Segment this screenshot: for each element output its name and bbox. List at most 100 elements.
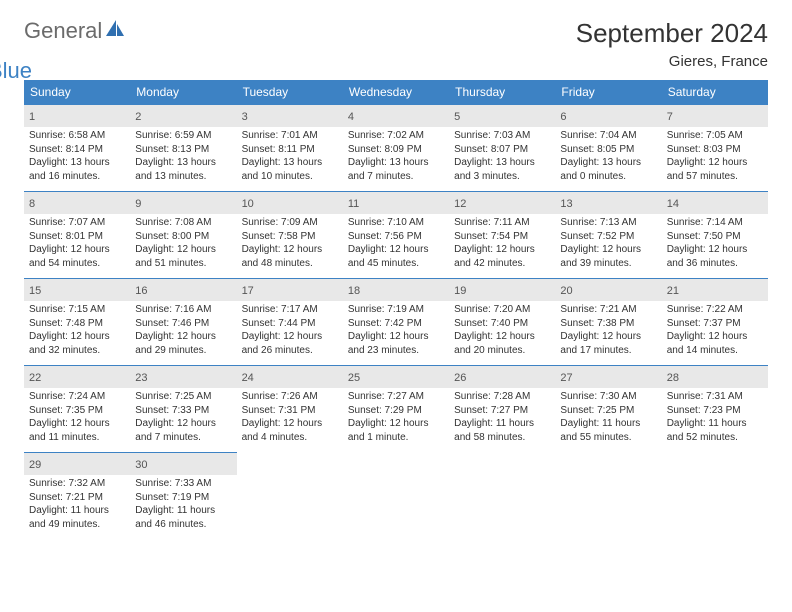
day-number-row: 19 bbox=[449, 279, 555, 301]
day-info: Sunrise: 7:26 AMSunset: 7:31 PMDaylight:… bbox=[242, 390, 338, 444]
daylight-line: Daylight: 13 hours and 13 minutes. bbox=[135, 156, 231, 183]
day-info: Sunrise: 7:10 AMSunset: 7:56 PMDaylight:… bbox=[348, 216, 444, 270]
sunset-line: Sunset: 7:44 PM bbox=[242, 317, 338, 331]
calendar-cell: 7Sunrise: 7:05 AMSunset: 8:03 PMDaylight… bbox=[662, 104, 768, 191]
day-number-row: 22 bbox=[24, 366, 130, 388]
daylight-line: Daylight: 12 hours and 32 minutes. bbox=[29, 330, 125, 357]
sunset-line: Sunset: 7:42 PM bbox=[348, 317, 444, 331]
day-number-row: 11 bbox=[343, 192, 449, 214]
daylight-line: Daylight: 13 hours and 7 minutes. bbox=[348, 156, 444, 183]
day-number-row: 28 bbox=[662, 366, 768, 388]
daylight-line: Daylight: 12 hours and 23 minutes. bbox=[348, 330, 444, 357]
calendar-cell: 16Sunrise: 7:16 AMSunset: 7:46 PMDayligh… bbox=[130, 278, 236, 365]
sunrise-line: Sunrise: 7:33 AM bbox=[135, 477, 231, 491]
calendar-cell: 8Sunrise: 7:07 AMSunset: 8:01 PMDaylight… bbox=[24, 191, 130, 278]
day-number-row: 3 bbox=[237, 105, 343, 127]
weekday-monday: Monday bbox=[130, 80, 236, 104]
sunrise-line: Sunrise: 7:31 AM bbox=[667, 390, 763, 404]
daylight-line: Daylight: 11 hours and 49 minutes. bbox=[29, 504, 125, 531]
sunrise-line: Sunrise: 7:25 AM bbox=[135, 390, 231, 404]
day-number-row: 25 bbox=[343, 366, 449, 388]
day-number-row: 23 bbox=[130, 366, 236, 388]
title-block: September 2024 Gieres, France bbox=[576, 18, 768, 70]
sunset-line: Sunset: 7:52 PM bbox=[560, 230, 656, 244]
day-number-row: 18 bbox=[343, 279, 449, 301]
day-number: 12 bbox=[454, 198, 466, 210]
sunrise-line: Sunrise: 7:07 AM bbox=[29, 216, 125, 230]
sunset-line: Sunset: 7:48 PM bbox=[29, 317, 125, 331]
calendar-page: General Blue September 2024 Gieres, Fran… bbox=[0, 0, 792, 557]
sunset-line: Sunset: 7:21 PM bbox=[29, 491, 125, 505]
daylight-line: Daylight: 12 hours and 20 minutes. bbox=[454, 330, 550, 357]
day-number-row: 13 bbox=[555, 192, 661, 214]
daylight-line: Daylight: 11 hours and 46 minutes. bbox=[135, 504, 231, 531]
weekday-tuesday: Tuesday bbox=[237, 80, 343, 104]
day-info: Sunrise: 7:24 AMSunset: 7:35 PMDaylight:… bbox=[29, 390, 125, 444]
sunrise-line: Sunrise: 7:11 AM bbox=[454, 216, 550, 230]
day-number: 30 bbox=[135, 459, 147, 471]
calendar-cell: 13Sunrise: 7:13 AMSunset: 7:52 PMDayligh… bbox=[555, 191, 661, 278]
sunset-line: Sunset: 7:19 PM bbox=[135, 491, 231, 505]
day-info: Sunrise: 7:08 AMSunset: 8:00 PMDaylight:… bbox=[135, 216, 231, 270]
day-number: 3 bbox=[242, 111, 248, 123]
daylight-line: Daylight: 12 hours and 17 minutes. bbox=[560, 330, 656, 357]
day-info: Sunrise: 7:16 AMSunset: 7:46 PMDaylight:… bbox=[135, 303, 231, 357]
day-number-row: 30 bbox=[130, 453, 236, 475]
day-info: Sunrise: 7:20 AMSunset: 7:40 PMDaylight:… bbox=[454, 303, 550, 357]
calendar-cell: 25Sunrise: 7:27 AMSunset: 7:29 PMDayligh… bbox=[343, 365, 449, 452]
daylight-line: Daylight: 13 hours and 16 minutes. bbox=[29, 156, 125, 183]
day-number-row: 9 bbox=[130, 192, 236, 214]
daylight-line: Daylight: 13 hours and 0 minutes. bbox=[560, 156, 656, 183]
day-info: Sunrise: 7:02 AMSunset: 8:09 PMDaylight:… bbox=[348, 129, 444, 183]
sunrise-line: Sunrise: 6:58 AM bbox=[29, 129, 125, 143]
calendar-cell: 10Sunrise: 7:09 AMSunset: 7:58 PMDayligh… bbox=[237, 191, 343, 278]
day-info: Sunrise: 7:28 AMSunset: 7:27 PMDaylight:… bbox=[454, 390, 550, 444]
day-number: 28 bbox=[667, 372, 679, 384]
day-number-row: 29 bbox=[24, 453, 130, 475]
location: Gieres, France bbox=[576, 53, 768, 70]
sunset-line: Sunset: 8:01 PM bbox=[29, 230, 125, 244]
logo-text-general: General bbox=[24, 18, 102, 44]
sunrise-line: Sunrise: 7:04 AM bbox=[560, 129, 656, 143]
day-number-row: 6 bbox=[555, 105, 661, 127]
sunset-line: Sunset: 7:27 PM bbox=[454, 404, 550, 418]
daylight-line: Daylight: 12 hours and 42 minutes. bbox=[454, 243, 550, 270]
day-number: 26 bbox=[454, 372, 466, 384]
calendar-cell: 9Sunrise: 7:08 AMSunset: 8:00 PMDaylight… bbox=[130, 191, 236, 278]
day-number-row: 7 bbox=[662, 105, 768, 127]
sunset-line: Sunset: 7:40 PM bbox=[454, 317, 550, 331]
day-number-row: 16 bbox=[130, 279, 236, 301]
calendar-cell: 14Sunrise: 7:14 AMSunset: 7:50 PMDayligh… bbox=[662, 191, 768, 278]
daylight-line: Daylight: 13 hours and 10 minutes. bbox=[242, 156, 338, 183]
weekday-saturday: Saturday bbox=[662, 80, 768, 104]
sunrise-line: Sunrise: 7:15 AM bbox=[29, 303, 125, 317]
sunrise-line: Sunrise: 7:01 AM bbox=[242, 129, 338, 143]
day-number-row: 26 bbox=[449, 366, 555, 388]
day-number: 8 bbox=[29, 198, 35, 210]
month-title: September 2024 bbox=[576, 18, 768, 49]
calendar-cell: 27Sunrise: 7:30 AMSunset: 7:25 PMDayligh… bbox=[555, 365, 661, 452]
day-number-row: 12 bbox=[449, 192, 555, 214]
sunset-line: Sunset: 8:07 PM bbox=[454, 143, 550, 157]
day-number-row: 14 bbox=[662, 192, 768, 214]
sunrise-line: Sunrise: 7:22 AM bbox=[667, 303, 763, 317]
sunset-line: Sunset: 8:05 PM bbox=[560, 143, 656, 157]
sunrise-line: Sunrise: 7:26 AM bbox=[242, 390, 338, 404]
calendar-cell: 17Sunrise: 7:17 AMSunset: 7:44 PMDayligh… bbox=[237, 278, 343, 365]
calendar-cell: 19Sunrise: 7:20 AMSunset: 7:40 PMDayligh… bbox=[449, 278, 555, 365]
sunrise-line: Sunrise: 7:17 AM bbox=[242, 303, 338, 317]
weekday-wednesday: Wednesday bbox=[343, 80, 449, 104]
daylight-line: Daylight: 12 hours and 14 minutes. bbox=[667, 330, 763, 357]
sunset-line: Sunset: 8:11 PM bbox=[242, 143, 338, 157]
sunset-line: Sunset: 7:58 PM bbox=[242, 230, 338, 244]
sunset-line: Sunset: 7:31 PM bbox=[242, 404, 338, 418]
calendar-cell: 30 Sunrise: 7:33 AMSunset: 7:19 PMDayligh… bbox=[130, 452, 236, 539]
day-info: Sunrise: 7:19 AMSunset: 7:42 PMDaylight:… bbox=[348, 303, 444, 357]
calendar-cell: 20Sunrise: 7:21 AMSunset: 7:38 PMDayligh… bbox=[555, 278, 661, 365]
daylight-line: Daylight: 12 hours and 4 minutes. bbox=[242, 417, 338, 444]
sunrise-line: Sunrise: 7:19 AM bbox=[348, 303, 444, 317]
day-info: Sunrise: 7:17 AMSunset: 7:44 PMDaylight:… bbox=[242, 303, 338, 357]
day-number-row: 24 bbox=[237, 366, 343, 388]
sunset-line: Sunset: 8:14 PM bbox=[29, 143, 125, 157]
sunrise-line: Sunrise: 7:14 AM bbox=[667, 216, 763, 230]
